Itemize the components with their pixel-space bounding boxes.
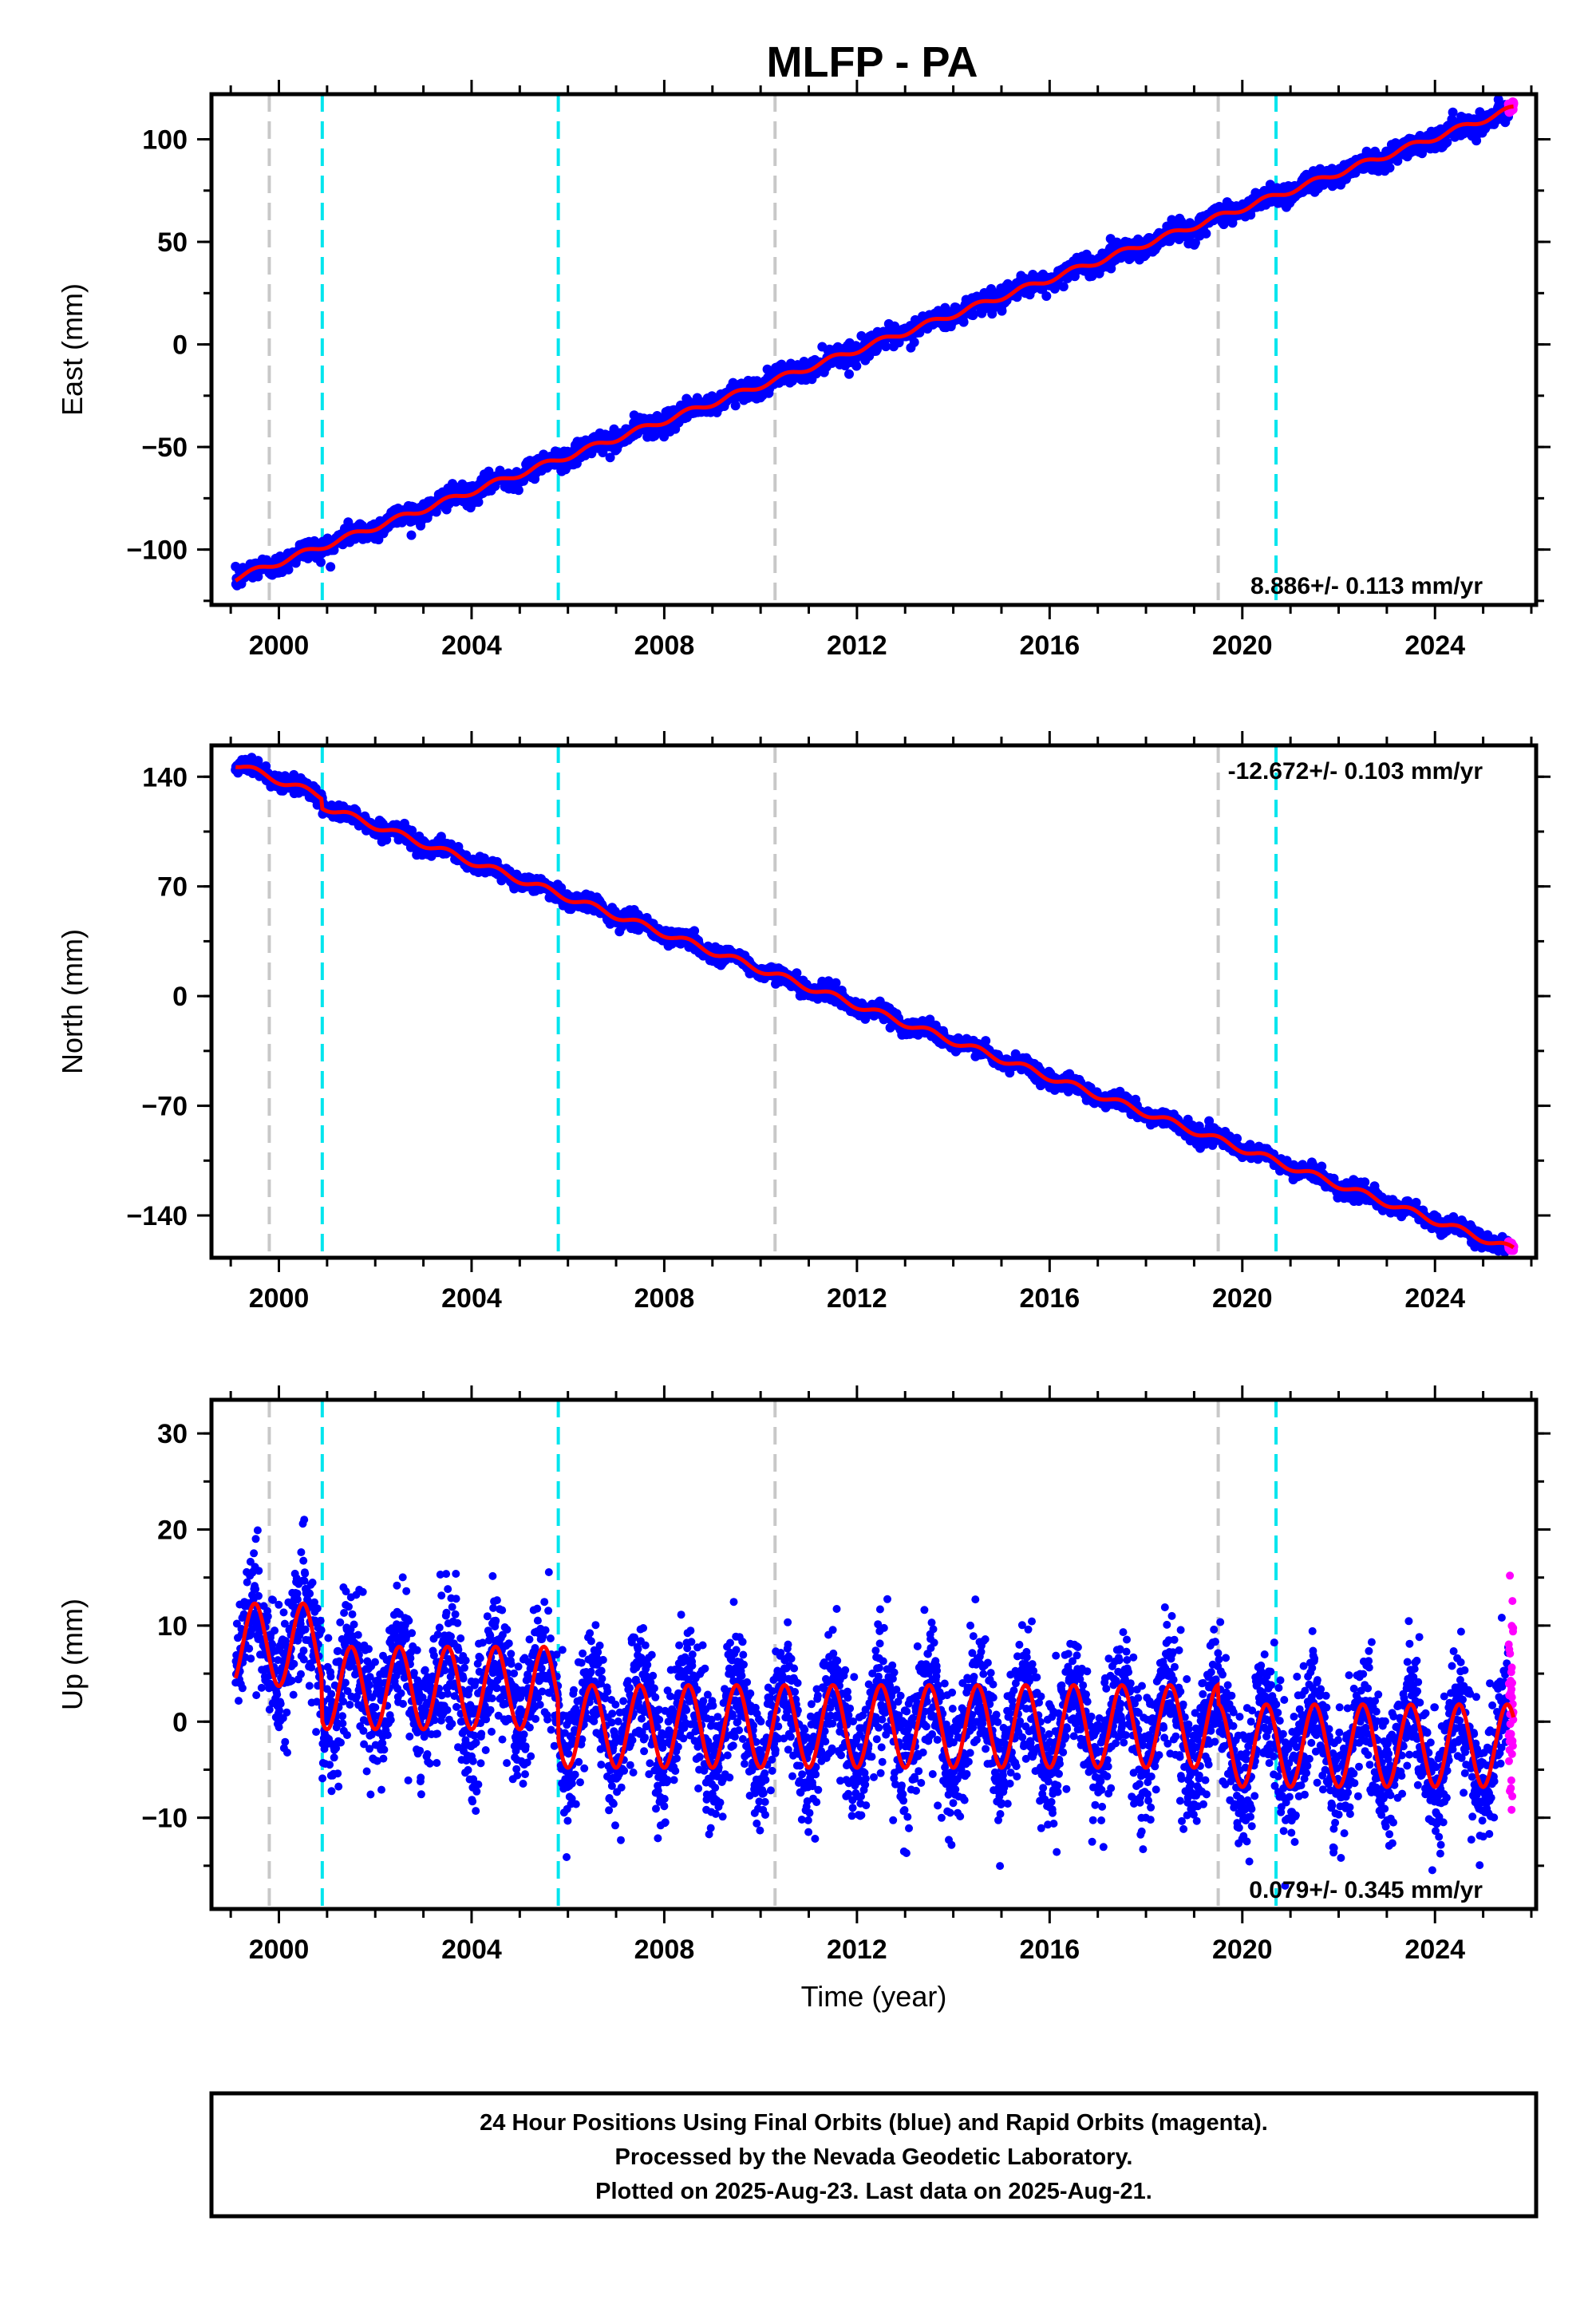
final-orbit-point [1201,228,1211,239]
x-tick-label: 2020 [1212,630,1273,661]
final-orbit-point [851,361,862,371]
final-orbit-points [231,753,1513,1257]
final-orbit-point [909,337,919,347]
y-tick-label: 0 [172,330,188,361]
x-tick-label: 2008 [634,630,695,661]
north-panel: 2000 2004 2008 2012 2016 2020 2024140700−70−14… [56,731,1551,1314]
x-tick-label: 2012 [827,630,887,661]
final-orbit-point [253,756,263,766]
final-orbit-point [513,485,523,496]
y-axis-label: East (mm) [56,283,89,416]
final-orbit-point [1190,238,1200,248]
plot-area [231,94,1519,605]
y-tick-label: 50 [157,227,188,258]
final-orbit-point [958,317,969,327]
x-tick-label: 2016 [1020,630,1080,661]
x-tick-label: 2000 [249,630,310,661]
model-fit-line [234,104,1514,583]
final-orbit-point [650,431,660,441]
final-orbit-point [407,825,417,836]
plot-frame [209,92,1539,607]
final-orbit-point [856,330,867,341]
final-orbit-point [844,369,854,379]
rate-label: 8.886+/- 0.113 mm/yr [1250,573,1483,599]
final-orbit-point [473,497,484,508]
final-orbit-point [1058,282,1069,292]
final-orbit-point [1442,137,1452,148]
final-orbit-point [1385,163,1395,173]
x-tick-label: 2004 [441,630,502,661]
y-tick-label: −100 [126,536,188,566]
final-orbit-point [881,342,891,352]
final-orbit-point [326,562,336,572]
final-orbit-point [406,530,417,540]
x-tick-label: 2024 [1404,630,1465,661]
figure-title: MLFP - PA [767,38,978,86]
final-orbit-point [1041,291,1052,301]
plot-area [231,745,1519,1258]
final-orbit-point [605,453,615,463]
final-orbit-point [316,557,326,567]
final-orbit-point [730,401,741,411]
y-tick-label: −50 [141,433,188,463]
y-tick-label: 100 [142,125,188,156]
east-panel: 2000 2004 2008 2012 2016 2020 2024 100 50 0 −50 −10… [56,80,1551,661]
final-orbit-point [381,835,392,845]
final-orbit-point [1448,107,1458,117]
final-orbit-point [968,309,978,319]
final-orbit-point [1393,156,1403,166]
final-orbit-point [997,306,1007,316]
